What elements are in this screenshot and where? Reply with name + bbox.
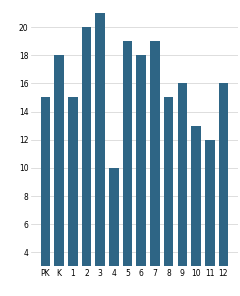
Bar [68, 97, 78, 296]
Bar [150, 41, 160, 296]
Bar [41, 97, 50, 296]
Bar [164, 97, 174, 296]
Bar [178, 83, 187, 296]
Bar [137, 55, 146, 296]
Bar [82, 27, 91, 296]
Bar [109, 168, 119, 296]
Bar [54, 55, 64, 296]
Bar [219, 83, 228, 296]
Bar [205, 140, 215, 296]
Bar [191, 126, 201, 296]
Bar [123, 41, 132, 296]
Bar [95, 13, 105, 296]
